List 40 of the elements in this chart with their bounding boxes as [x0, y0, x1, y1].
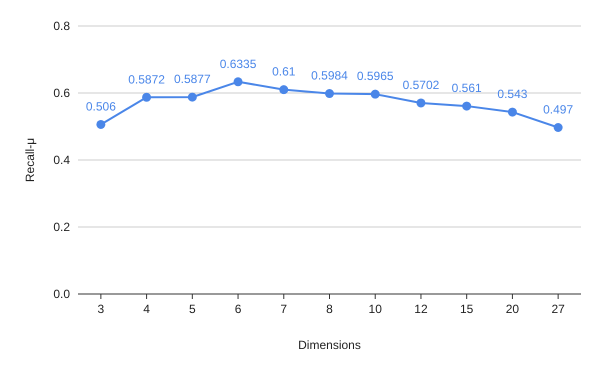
data-label: 0.6335 [220, 56, 257, 71]
point [508, 108, 517, 117]
x-tick-label: 12 [414, 302, 428, 316]
point [325, 89, 334, 98]
y-tick-label: 0.4 [53, 153, 70, 168]
x-axis-title: Dimensions [298, 338, 361, 352]
point [554, 123, 563, 132]
x-tick-label: 10 [368, 302, 382, 316]
y-tick-label: 0.6 [53, 86, 70, 100]
x-tick-label: 8 [326, 302, 334, 316]
x-tick-label: 15 [460, 302, 474, 316]
point [142, 92, 152, 102]
data-label: 0.5877 [174, 72, 211, 86]
data-label: 0.543 [497, 87, 528, 102]
x-tick-label: 20 [506, 302, 520, 316]
y-tick-label: 0.8 [53, 19, 70, 34]
y-axis-title: Recall-μ [23, 138, 37, 182]
point [370, 90, 380, 99]
x-tick-label: 27 [551, 302, 566, 316]
point [462, 102, 472, 111]
point [416, 98, 426, 108]
point [188, 92, 197, 102]
point [234, 77, 243, 86]
y-tick-label: 0.2 [53, 220, 70, 234]
data-label: 0.497 [543, 102, 574, 117]
data-label: 0.561 [452, 81, 482, 96]
data-label: 0.5702 [402, 78, 440, 92]
data-label: 0.506 [86, 99, 116, 114]
x-tick-label: 4 [143, 302, 150, 316]
x-tick-label: 5 [188, 302, 196, 316]
y-tick-label: 0.0 [53, 287, 70, 302]
point [96, 120, 106, 129]
x-tick-label: 7 [280, 302, 288, 316]
data-label: 0.5984 [311, 68, 348, 83]
x-tick-label: 6 [234, 302, 242, 316]
data-label: 0.61 [272, 64, 296, 79]
data-label: 0.5872 [128, 72, 166, 86]
x-tick-label: 3 [98, 302, 105, 316]
data-label: 0.5965 [356, 69, 394, 84]
point [279, 85, 288, 94]
